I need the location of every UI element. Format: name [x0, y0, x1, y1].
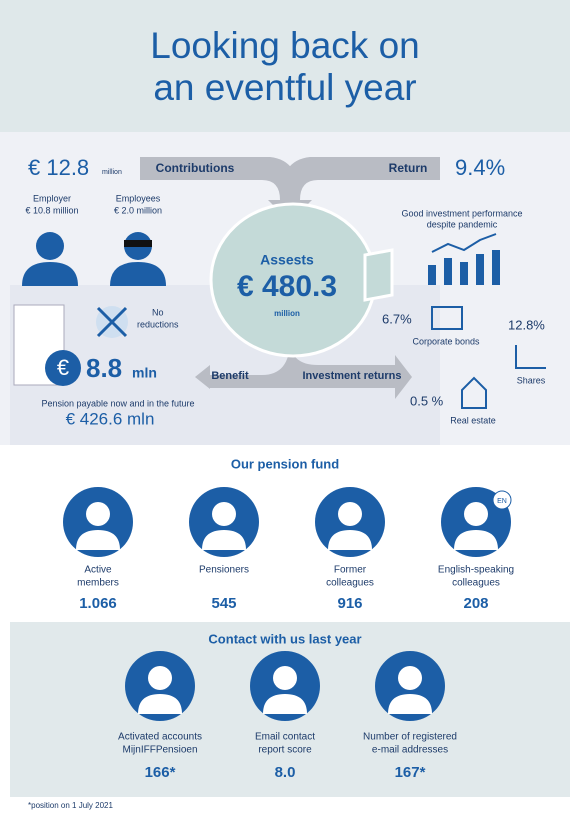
section-title: Our pension fund — [231, 456, 339, 471]
label: € 10.8 million — [25, 205, 78, 215]
label: € 2.0 million — [114, 205, 162, 215]
label: Former — [334, 565, 367, 576]
arrow — [140, 157, 312, 222]
value: 12.8% — [508, 317, 545, 332]
contributions-amount: € 12.8 — [28, 155, 89, 180]
title: Looking back on — [150, 25, 419, 66]
label: e-mail addresses — [372, 745, 448, 756]
label: Benefit — [211, 370, 249, 382]
label: Real estate — [450, 415, 496, 425]
icon-body — [76, 530, 120, 550]
icon-body — [138, 694, 182, 714]
label: English-speaking — [438, 565, 514, 576]
value: 6.7% — [382, 311, 412, 326]
icon-head — [273, 666, 297, 690]
section-title: Contact with us last year — [208, 631, 361, 646]
label: Corporate bonds — [412, 336, 480, 346]
icon-body — [328, 530, 372, 550]
label: No — [152, 307, 164, 317]
label: Active — [84, 565, 112, 576]
label: Pension payable now and in the future — [41, 398, 194, 408]
assets-label: Assests — [260, 252, 314, 268]
assets-unit: million — [274, 309, 300, 318]
pension-amount: € 426.6 mln — [66, 409, 155, 428]
label: report score — [258, 745, 312, 756]
header-bg — [0, 0, 570, 132]
arrow — [280, 157, 440, 200]
bond-icon — [431, 306, 463, 330]
benefit-unit: mln — [132, 365, 157, 381]
label: reductions — [137, 319, 179, 329]
note: Good investment performance — [401, 208, 522, 218]
icon-body — [388, 694, 432, 714]
label: MijnIFFPensioen — [122, 745, 197, 756]
piggy-snout — [363, 248, 394, 302]
icon-body — [263, 694, 307, 714]
benefit-value: 8.8 — [86, 353, 122, 383]
label: members — [77, 578, 119, 589]
return-value: 9.4% — [455, 155, 505, 180]
value: 545 — [211, 595, 236, 612]
contributions-unit: million — [102, 169, 122, 176]
label: Email contact — [255, 732, 315, 743]
value: 208 — [463, 595, 488, 612]
icon-body — [454, 530, 498, 550]
icon-head — [148, 666, 172, 690]
icon-head — [398, 666, 422, 690]
value: 1.066 — [79, 595, 117, 612]
shares-icon — [515, 345, 546, 369]
bar-icon — [428, 233, 500, 285]
person-icon — [110, 232, 166, 286]
assets-value: € 480.3 — [237, 270, 337, 303]
arrow — [290, 340, 412, 399]
badge-text: EN — [497, 498, 507, 505]
label: colleagues — [452, 578, 500, 589]
value: 167* — [395, 764, 426, 781]
label: Return — [389, 161, 428, 175]
euro-icon — [45, 350, 81, 386]
label: Employer — [33, 193, 71, 203]
value: 166* — [145, 764, 176, 781]
title: an eventful year — [153, 67, 416, 108]
note: despite pandemic — [427, 219, 498, 229]
receipt-icon — [13, 304, 65, 386]
value: 8.0 — [275, 764, 296, 781]
badge — [492, 490, 512, 510]
no-reductions-icon — [96, 306, 128, 338]
icon-head — [212, 502, 236, 526]
icon-head — [338, 502, 362, 526]
label: Shares — [517, 375, 546, 385]
person-icon — [22, 232, 78, 286]
house-icon — [461, 376, 487, 409]
label: Pensioners — [199, 565, 249, 576]
label: Activated accounts — [118, 732, 202, 743]
icon-head — [86, 502, 110, 526]
label: Employees — [116, 193, 161, 203]
arrow — [195, 340, 290, 389]
label: Contributions — [156, 161, 235, 175]
value: 916 — [337, 595, 362, 612]
label: Number of registered — [363, 732, 457, 743]
icon-head — [464, 502, 488, 526]
label: colleagues — [326, 578, 374, 589]
icon-body — [202, 530, 246, 550]
label: Investment returns — [302, 370, 401, 382]
value: 0.5 % — [410, 393, 444, 408]
euro-symbol: € — [57, 355, 69, 380]
footnote: *position on 1 July 2021 — [28, 801, 114, 810]
